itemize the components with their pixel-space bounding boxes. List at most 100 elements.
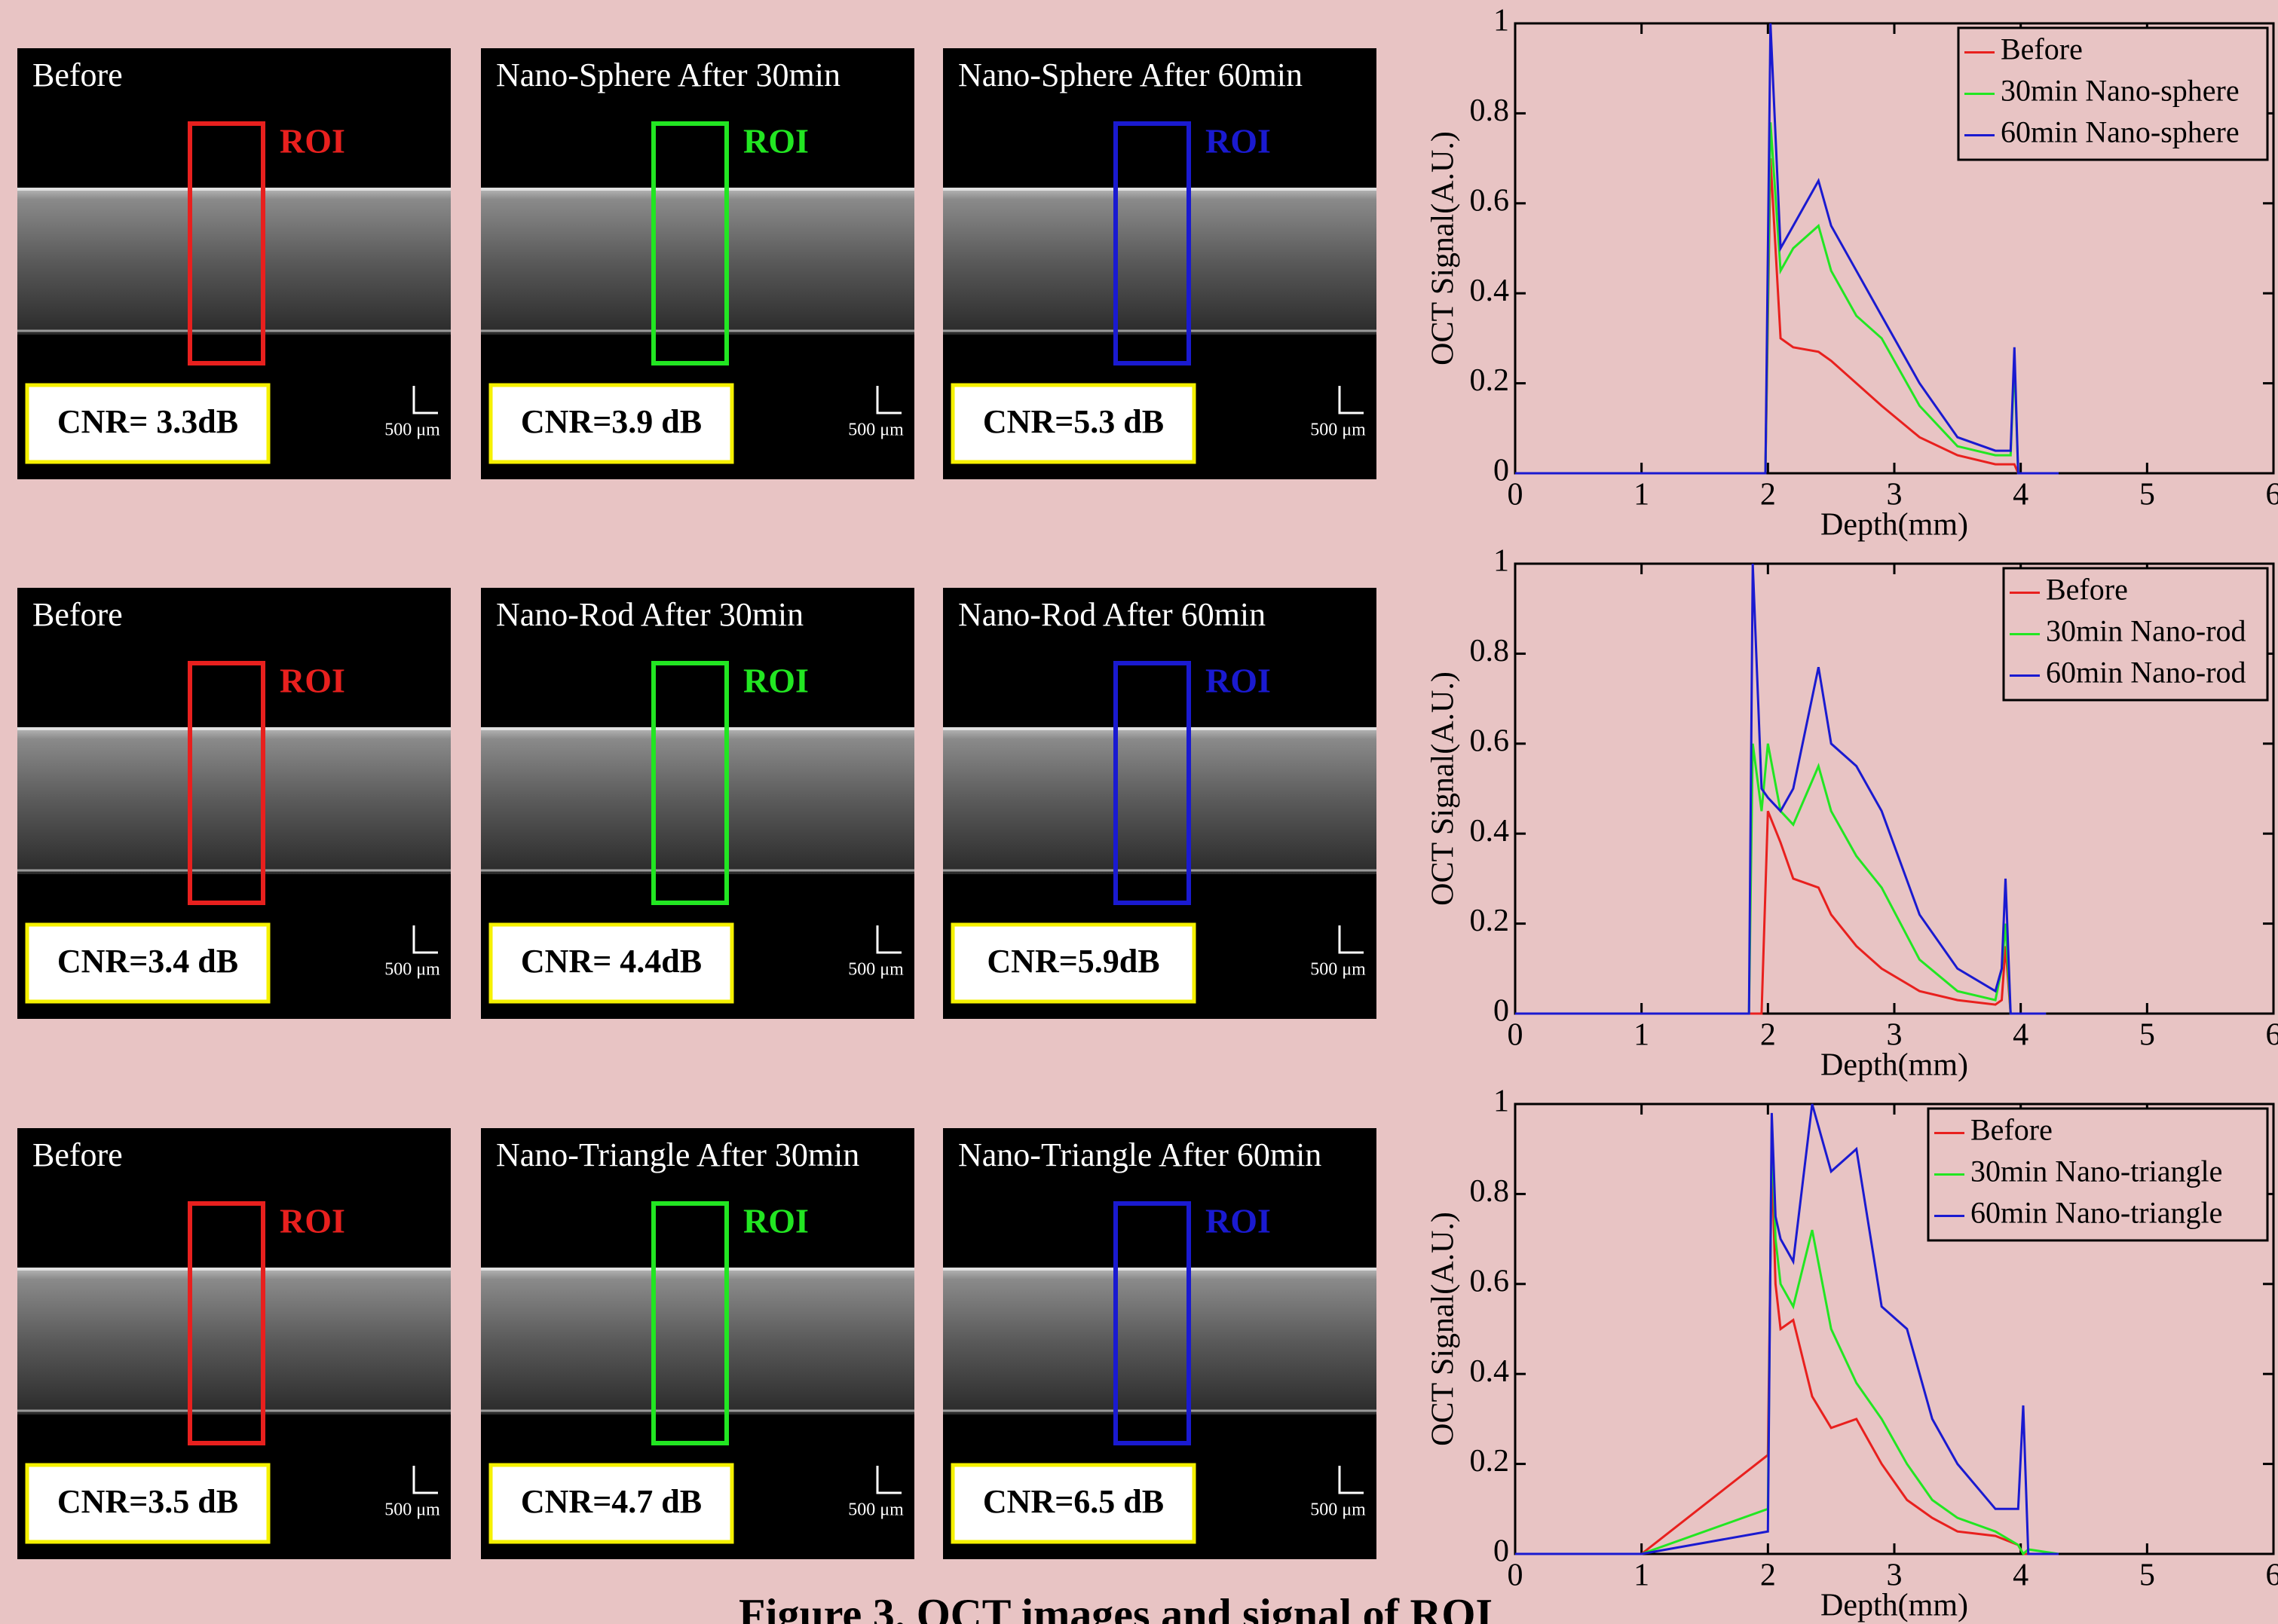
cnr-label: CNR= 4.4dB [521, 943, 702, 980]
tissue-layer [17, 1268, 451, 1415]
y-tick-label: 0.8 [1470, 1174, 1510, 1209]
x-tick-label: 0 [1508, 1018, 1523, 1053]
cnr-box [951, 383, 1196, 464]
x-tick-label: 1 [1633, 1018, 1649, 1053]
scale-bar-label: 500 μm [1310, 960, 1366, 980]
panel-title: Nano-Rod After 60min [958, 596, 1266, 633]
roi-box [1113, 1201, 1191, 1445]
panel-title: Nano-Sphere After 30min [496, 57, 840, 93]
signal-line [1515, 563, 2047, 1015]
scale-bar [412, 1466, 438, 1494]
cnr-label: CNR=5.9dB [987, 943, 1159, 980]
legend-label: Before [2001, 32, 2083, 66]
x-tick-label: 6 [2266, 478, 2278, 512]
cnr-box [25, 1463, 271, 1544]
x-tick-label: 5 [2139, 1018, 2155, 1053]
roi-label: ROI [280, 1202, 345, 1240]
scale-bar [1338, 1466, 1364, 1494]
tissue-layer [943, 727, 1376, 874]
panel-title: Nano-Rod After 30min [496, 596, 804, 633]
x-tick-label: 5 [2139, 1558, 2155, 1593]
x-tick-label: 4 [2013, 478, 2028, 512]
y-tick-label: 0.4 [1470, 1354, 1510, 1389]
y-tick-label: 1 [1493, 4, 1509, 38]
cnr-label: CNR= 3.3dB [57, 403, 238, 440]
scale-bar [1338, 925, 1364, 954]
scale-bar-label: 500 μm [384, 421, 440, 440]
roi-box [1113, 661, 1191, 905]
cnr-label: CNR=3.9 dB [521, 403, 702, 440]
y-tick-label: 0 [1493, 1534, 1509, 1569]
panel-title: Before [32, 57, 123, 93]
roi-label: ROI [743, 1202, 809, 1240]
x-tick-label: 3 [1887, 1558, 1903, 1593]
cnr-box [25, 383, 271, 464]
panel-title: Nano-Triangle After 30min [496, 1136, 859, 1173]
x-tick-label: 2 [1760, 1558, 1776, 1593]
scale-bar-label: 500 μm [384, 960, 440, 980]
scale-bar [412, 925, 438, 954]
x-tick-label: 1 [1633, 478, 1649, 512]
legend-label: 60min Nano-triangle [1970, 1196, 2222, 1230]
cnr-box [488, 383, 734, 464]
tissue-layer [17, 727, 451, 874]
x-tick-label: 5 [2139, 478, 2155, 512]
legend-label: 30min Nano-rod [2046, 614, 2246, 648]
scale-bar-label: 500 μm [1310, 421, 1366, 440]
roi-label: ROI [1205, 662, 1271, 700]
cnr-box [25, 922, 271, 1004]
y-tick-label: 0.8 [1470, 93, 1510, 128]
roi-box [188, 121, 265, 365]
y-axis-label: OCT Signal(A.U.) [1426, 671, 1461, 906]
caption: Figure 3. OCT images and signal of ROI [739, 1589, 1493, 1624]
y-axis-label: OCT Signal(A.U.) [1426, 131, 1461, 365]
cnr-label: CNR=5.3 dB [983, 403, 1164, 440]
roi-box [188, 661, 265, 905]
roi-label: ROI [1205, 1202, 1271, 1240]
y-tick-label: 0.8 [1470, 634, 1510, 668]
x-tick-label: 6 [2266, 1558, 2278, 1593]
y-tick-label: 0 [1493, 454, 1509, 488]
legend-label: 60min Nano-rod [2046, 656, 2246, 690]
roi-box [651, 121, 729, 365]
signal-line [1515, 23, 2059, 475]
roi-box [651, 661, 729, 905]
legend-label: Before [2046, 573, 2128, 607]
y-tick-label: 1 [1493, 544, 1509, 579]
y-tick-label: 0.6 [1470, 1264, 1510, 1298]
tissue-layer [481, 188, 914, 335]
roi-label: ROI [280, 122, 345, 161]
scale-bar [876, 1466, 902, 1494]
tissue-layer [943, 188, 1376, 335]
y-tick-label: 0.6 [1470, 723, 1510, 758]
legend-label: 60min Nano-sphere [2001, 115, 2240, 149]
x-axis-label: Depth(mm) [1820, 1048, 1968, 1083]
tissue-layer [17, 188, 451, 335]
x-tick-label: 0 [1508, 1558, 1523, 1593]
legend-box [1957, 26, 2269, 161]
signal-line [1515, 1103, 2059, 1555]
signal-line [1515, 810, 2047, 1015]
y-tick-label: 1 [1493, 1084, 1509, 1119]
y-tick-label: 0.6 [1470, 183, 1510, 218]
cnr-label: CNR=3.4 dB [57, 943, 238, 980]
scale-bar [1338, 386, 1364, 414]
roi-box [1113, 121, 1191, 365]
scale-bar-label: 500 μm [1310, 1500, 1366, 1520]
roi-label: ROI [743, 122, 809, 161]
cnr-label: CNR=3.5 dB [57, 1483, 238, 1520]
y-tick-label: 0 [1493, 994, 1509, 1029]
y-tick-label: 0.4 [1470, 274, 1510, 308]
x-tick-label: 0 [1508, 478, 1523, 512]
y-tick-label: 0.4 [1470, 814, 1510, 849]
scale-bar [412, 386, 438, 414]
y-tick-label: 0.2 [1470, 363, 1510, 398]
tissue-layer [943, 1268, 1376, 1415]
x-tick-label: 4 [2013, 1018, 2028, 1053]
x-tick-label: 2 [1760, 1018, 1776, 1053]
scale-bar [876, 925, 902, 954]
roi-box [651, 1201, 729, 1445]
scale-bar [876, 386, 902, 414]
scale-bar-label: 500 μm [848, 421, 904, 440]
